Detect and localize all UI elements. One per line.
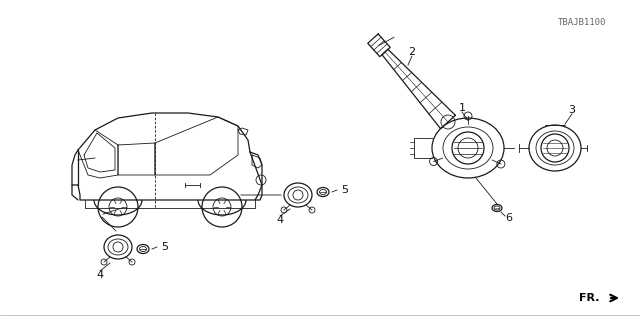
Text: FR.: FR. — [579, 293, 600, 303]
Text: 6: 6 — [506, 213, 513, 223]
Text: 4: 4 — [276, 215, 284, 225]
Text: 1: 1 — [458, 103, 465, 113]
Text: 2: 2 — [408, 47, 415, 57]
Text: 4: 4 — [97, 270, 104, 280]
Text: 3: 3 — [568, 105, 575, 115]
Text: 5: 5 — [341, 185, 348, 195]
Text: 5: 5 — [161, 242, 168, 252]
Text: TBAJB1100: TBAJB1100 — [558, 18, 606, 27]
